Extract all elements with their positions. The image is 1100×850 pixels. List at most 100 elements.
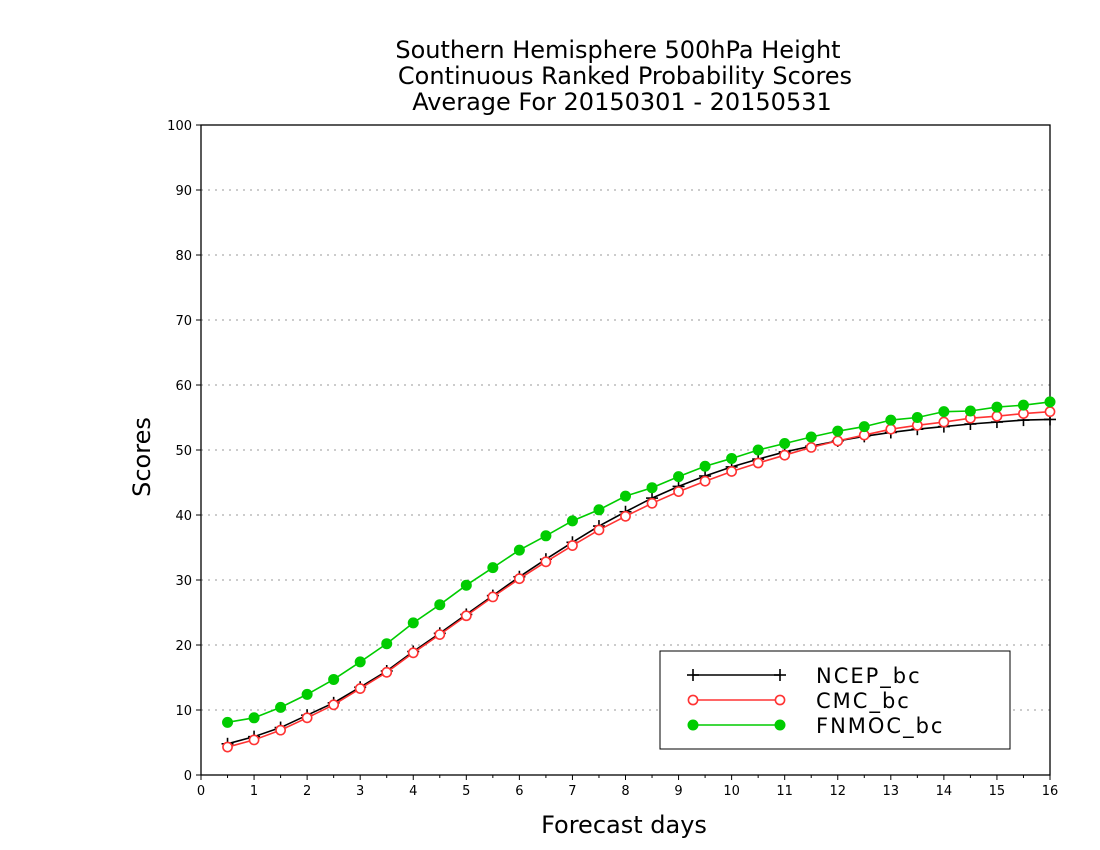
point-fnmoc-bc-20 — [752, 444, 764, 456]
point-cmc-bc-9 — [460, 610, 472, 622]
legend-entry-cmc-bc: CMC_bc — [687, 689, 911, 714]
x-tick-label-8: 8 — [621, 784, 629, 799]
series-fnmoc-bc — [222, 396, 1056, 728]
point-fnmoc-bc-1 — [248, 712, 260, 724]
point-cmc-bc-7 — [407, 647, 419, 659]
legend-marker-start-fnmoc-bc — [687, 719, 699, 731]
chart-title-line-3: Average For 20150301 - 20150531 — [412, 88, 832, 116]
point-cmc-bc-8 — [434, 629, 446, 640]
point-fnmoc-bc-25 — [885, 414, 897, 426]
point-cmc-bc-11 — [513, 573, 525, 585]
y-tick-label-50: 50 — [175, 444, 192, 459]
point-cmc-bc-23 — [832, 435, 844, 447]
y-tick-label-90: 90 — [175, 184, 192, 199]
point-cmc-bc-27 — [938, 416, 950, 428]
x-tick-label-15: 15 — [989, 784, 1006, 799]
point-fnmoc-bc-11 — [513, 544, 525, 556]
point-fnmoc-bc-24 — [858, 421, 870, 433]
point-fnmoc-bc-27 — [938, 406, 950, 418]
point-fnmoc-bc-12 — [540, 530, 552, 542]
point-fnmoc-bc-5 — [354, 656, 366, 668]
point-fnmoc-bc-22 — [805, 431, 817, 443]
y-tick-label-20: 20 — [175, 639, 192, 654]
point-cmc-bc-22 — [805, 441, 817, 453]
legend-label-cmc-bc: CMC_bc — [816, 689, 911, 714]
legend-marker-start-cmc-bc — [687, 694, 699, 706]
point-cmc-bc-29 — [991, 410, 1003, 422]
point-fnmoc-bc-4 — [328, 673, 340, 685]
legend-marker-end-ncep-bc — [774, 669, 786, 681]
point-fnmoc-bc-19 — [726, 452, 738, 464]
point-fnmoc-bc-28 — [964, 405, 976, 417]
point-fnmoc-bc-18 — [699, 460, 711, 472]
legend-label-fnmoc-bc: FNMOC_bc — [816, 714, 944, 739]
x-tick-label-7: 7 — [568, 784, 576, 799]
point-fnmoc-bc-9 — [460, 579, 472, 591]
x-tick-label-4: 4 — [409, 784, 417, 799]
x-tick-label-14: 14 — [936, 784, 953, 799]
x-tick-label-13: 13 — [883, 784, 900, 799]
point-cmc-bc-13 — [567, 540, 578, 551]
point-cmc-bc-10 — [487, 591, 499, 603]
x-tick-label-9: 9 — [674, 784, 682, 799]
point-fnmoc-bc-26 — [911, 412, 923, 423]
point-fnmoc-bc-31 — [1044, 396, 1056, 408]
point-cmc-bc-19 — [726, 466, 738, 477]
legend-marker-end-fnmoc-bc — [774, 719, 786, 731]
y-tick-label-0: 0 — [184, 769, 192, 784]
y-tick-label-100: 100 — [167, 119, 192, 134]
point-fnmoc-bc-3 — [301, 688, 313, 700]
chart-title-line-2: Continuous Ranked Probability Scores — [398, 62, 852, 90]
point-fnmoc-bc-10 — [487, 562, 499, 574]
chart-title: Southern Hemisphere 500hPa Height Contin… — [395, 36, 852, 116]
point-cmc-bc-16 — [646, 497, 658, 509]
legend-entry-fnmoc-bc: FNMOC_bc — [687, 714, 944, 739]
y-tick-label-10: 10 — [175, 704, 192, 719]
point-fnmoc-bc-23 — [832, 425, 844, 437]
point-cmc-bc-6 — [381, 666, 393, 678]
point-cmc-bc-1 — [248, 734, 260, 746]
point-cmc-bc-20 — [752, 457, 764, 469]
x-tick-label-1: 1 — [250, 784, 258, 799]
point-fnmoc-bc-16 — [646, 482, 658, 494]
x-tick-label-3: 3 — [356, 784, 364, 799]
point-fnmoc-bc-2 — [275, 701, 287, 713]
point-fnmoc-bc-0 — [222, 716, 234, 728]
x-tick-label-16: 16 — [1042, 784, 1059, 799]
point-cmc-bc-25 — [885, 423, 897, 435]
point-cmc-bc-15 — [620, 510, 631, 522]
point-cmc-bc-2 — [275, 724, 286, 736]
point-fnmoc-bc-15 — [620, 490, 631, 502]
x-tick-label-11: 11 — [776, 784, 793, 799]
point-cmc-bc-18 — [699, 475, 711, 487]
x-tick-label-0: 0 — [197, 784, 205, 799]
point-fnmoc-bc-30 — [1017, 399, 1029, 411]
point-fnmoc-bc-21 — [779, 438, 791, 449]
chart-title-line-1: Southern Hemisphere 500hPa Height — [395, 36, 840, 64]
legend-marker-start-ncep-bc — [687, 669, 699, 681]
x-tick-label-10: 10 — [723, 784, 740, 799]
x-axis-label: Forecast days — [541, 811, 707, 839]
legend-entry-ncep-bc: NCEP_bc — [687, 664, 922, 689]
x-tick-label-12: 12 — [829, 784, 846, 799]
y-tick-label-40: 40 — [175, 509, 192, 524]
point-cmc-bc-5 — [354, 683, 366, 694]
x-tick-label-5: 5 — [462, 784, 470, 799]
point-fnmoc-bc-8 — [434, 599, 446, 611]
y-axis-label: Scores — [128, 417, 156, 497]
point-cmc-bc-17 — [673, 486, 684, 497]
point-fnmoc-bc-17 — [673, 471, 685, 483]
point-cmc-bc-0 — [222, 741, 233, 753]
legend-marker-end-cmc-bc — [774, 694, 786, 706]
point-cmc-bc-4 — [328, 699, 340, 711]
series-lines — [221, 396, 1056, 753]
point-cmc-bc-12 — [540, 556, 552, 568]
legend-label-ncep-bc: NCEP_bc — [816, 664, 922, 689]
x-tick-label-6: 6 — [515, 784, 523, 799]
x-tick-label-2: 2 — [303, 784, 311, 799]
y-tick-label-70: 70 — [175, 314, 192, 329]
point-cmc-bc-31 — [1044, 406, 1056, 418]
y-tick-label-80: 80 — [175, 249, 192, 264]
